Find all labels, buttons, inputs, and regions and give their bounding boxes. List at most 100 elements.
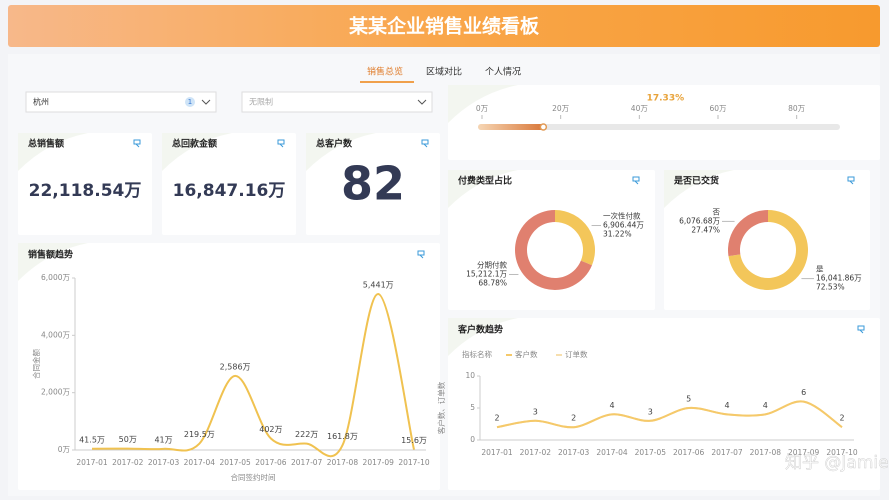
tab[interactable]: 个人情况 (485, 66, 521, 78)
x-tick-label: 2017-05 (219, 458, 251, 467)
header-banner (8, 5, 880, 47)
kpi-title: 总回款金额 (172, 138, 217, 150)
card-icon (133, 139, 141, 148)
slice-percent: 68.78% (478, 278, 507, 287)
card (18, 133, 152, 235)
card-decoration (448, 170, 518, 208)
legend-label: 订单数 (565, 349, 588, 359)
card-icon (417, 250, 425, 259)
slice-amount: 6,076.68万 (679, 216, 720, 225)
data-label: 6 (801, 388, 806, 397)
kpi-title: 总客户数 (316, 138, 353, 150)
x-tick-label: 40万 (631, 104, 649, 113)
card-icon (277, 139, 285, 148)
card-decoration (664, 170, 734, 208)
pie-slice (728, 210, 768, 257)
filter-value: 杭州 (33, 97, 49, 107)
x-tick-label: 2017-08 (327, 458, 359, 467)
card-decoration (448, 318, 518, 356)
x-tick-label: 2017-09 (788, 448, 820, 457)
filter-value: 无限制 (249, 97, 273, 107)
pie-slice (514, 210, 592, 290)
line (496, 400, 843, 429)
dropdown-arrow (201, 99, 211, 105)
slice-amount: 6,906.44万 (603, 221, 644, 230)
filter-badge (185, 97, 195, 107)
card-icon (421, 139, 429, 148)
progress-annotation: 17.33% (647, 94, 685, 104)
data-label: 4 (609, 401, 614, 410)
slice-label: 是 (816, 265, 824, 274)
data-label: 2 (494, 414, 499, 423)
y-tick-label: 4,000万 (41, 330, 70, 339)
kpi-title: 总销售额 (28, 138, 64, 150)
x-tick-label: 60万 (709, 104, 727, 113)
progress-bar (478, 124, 544, 130)
card-decoration (306, 133, 376, 171)
slice-label: 分期付款 (477, 259, 507, 269)
data-label: 41万 (154, 435, 172, 444)
slice-amount: 16,041.86万 (816, 274, 862, 283)
watermark: 知乎 @Jamie咩 (785, 453, 889, 473)
chart-title: 客户数趋势 (457, 324, 503, 336)
x-tick-label: 2017-03 (558, 448, 590, 457)
y-tick-label: 0万 (58, 445, 71, 454)
card (306, 133, 440, 235)
x-tick-label: 0万 (476, 104, 489, 113)
data-label: 2,586万 (220, 362, 251, 371)
x-tick-label: 2017-01 (481, 448, 513, 457)
y-tick-label: 10 (465, 371, 475, 380)
data-label: 402万 (259, 425, 282, 434)
chart-title: 付费类型占比 (458, 175, 512, 187)
x-tick-label: 2017-09 (363, 458, 395, 467)
x-tick-label: 2017-05 (635, 448, 667, 457)
tab[interactable]: 销售总览 (367, 66, 403, 78)
x-tick-label: 2017-04 (184, 458, 216, 467)
slice-percent: 31.22% (603, 230, 632, 239)
legend-label: 客户数 (515, 349, 538, 359)
x-tick-label: 20万 (552, 104, 570, 113)
tab[interactable]: 区域对比 (426, 66, 462, 78)
data-label: 4 (763, 401, 768, 410)
x-tick-label: 2017-08 (750, 448, 782, 457)
slice-label: 否 (713, 207, 721, 216)
y-axis-label: 合同金额 (31, 349, 41, 379)
pie-slice (728, 210, 808, 290)
chart-title: 销售额趋势 (28, 249, 73, 261)
data-label: 5,441万 (363, 281, 394, 290)
card-decoration (448, 85, 518, 123)
data-label: 4 (724, 401, 729, 410)
card (448, 318, 880, 490)
card (162, 133, 296, 235)
header-title: 某某企业销售业绩看板 (349, 15, 540, 38)
data-label: 2 (839, 414, 844, 423)
filter-select[interactable] (25, 91, 217, 113)
data-label: 15.6万 (401, 436, 427, 445)
data-label: 3 (648, 407, 653, 416)
data-label: 2 (571, 414, 576, 423)
card-icon (847, 176, 855, 185)
card (664, 170, 870, 310)
x-tick-label: 2017-04 (596, 448, 628, 457)
legend-title: 指标名称 (462, 349, 492, 359)
x-tick-label: 2017-06 (673, 448, 705, 457)
data-label: 222万 (295, 430, 318, 439)
y-tick-label: 2,000万 (41, 388, 70, 397)
data-label: 5 (686, 395, 691, 404)
dropdown-arrow (417, 99, 427, 105)
x-axis-label: 合同签约时间 (231, 472, 276, 482)
x-tick-label: 2017-07 (291, 458, 323, 467)
data-label: 41.5万 (79, 435, 105, 444)
chart-title: 是否已交货 (673, 175, 719, 187)
slice-label: 一次性付款 (603, 211, 641, 221)
card (18, 243, 440, 490)
y-tick-label: 0 (470, 435, 475, 444)
slice-percent: 27.47% (691, 225, 720, 234)
x-tick-label: 2017-03 (148, 458, 180, 467)
x-tick-label: 2017-01 (76, 458, 108, 467)
data-label: 161.8万 (327, 432, 358, 441)
filter-select[interactable] (241, 91, 433, 113)
x-tick-label: 80万 (788, 104, 806, 113)
x-tick-label: 2017-10 (826, 448, 858, 457)
